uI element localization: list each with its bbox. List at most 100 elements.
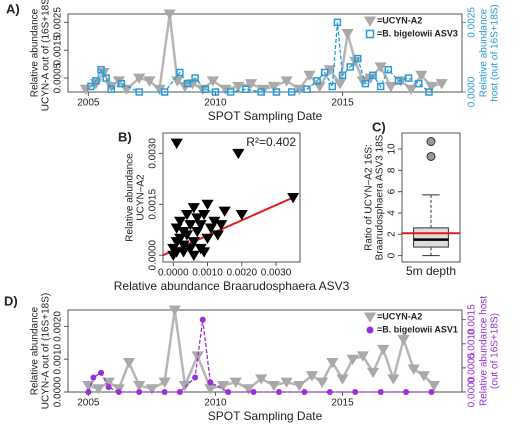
data-point	[170, 138, 183, 149]
data-point	[346, 354, 359, 365]
y-tick-label: 0	[387, 252, 398, 258]
y-tick-label: 4	[387, 210, 398, 216]
y2-axis-label: host (out of 16S+18S)	[490, 4, 501, 102]
data-point	[405, 84, 418, 95]
data-point	[102, 74, 110, 82]
y2-tick-label: 0.0000	[467, 76, 478, 107]
data-point	[168, 305, 181, 316]
data-point	[255, 374, 268, 385]
data-point	[87, 82, 95, 91]
data-point	[352, 389, 359, 395]
y-tick-label: 2	[387, 231, 398, 237]
y-axis-label: UCYN–A2	[136, 174, 147, 221]
data-point	[287, 88, 296, 96]
x-axis-label: Relative abundance Braarudosphaera ASV3	[114, 279, 350, 293]
data-point	[267, 81, 280, 93]
y-tick-label: 0.0015	[148, 189, 159, 220]
data-point	[187, 250, 200, 261]
data-point	[206, 76, 219, 87]
data-point	[180, 209, 194, 221]
y-axis-label: Relative abundance	[30, 8, 41, 97]
x-tick-label: 2015	[331, 98, 354, 109]
legend-marker	[363, 16, 377, 27]
box	[413, 227, 449, 248]
x-tick-label: 2015	[331, 398, 354, 409]
data-point	[346, 63, 354, 71]
data-point	[85, 389, 92, 395]
data-point	[192, 374, 199, 381]
data-point	[333, 18, 342, 27]
data-point	[316, 377, 329, 388]
data-point	[178, 380, 192, 392]
y-axis-label: UCYN-A out of (16S+18S)	[41, 293, 52, 409]
legend-marker	[363, 312, 377, 323]
data-point	[328, 82, 337, 91]
data-point	[105, 384, 112, 391]
legend-label: =UCYN-A2	[377, 311, 422, 321]
data-point	[272, 88, 281, 96]
x-tick-label: 2005	[77, 398, 100, 409]
data-point	[387, 374, 400, 385]
data-point	[226, 88, 235, 96]
data-point	[320, 68, 329, 77]
data-point	[216, 380, 230, 392]
data-point	[136, 389, 143, 395]
data-point	[201, 85, 210, 93]
y-tick-label: 0.0005	[53, 62, 64, 93]
data-point	[341, 29, 354, 40]
data-point	[184, 220, 197, 231]
panel-label: C)	[372, 119, 386, 134]
data-point	[218, 206, 231, 217]
legend-label: =UCYN-A2	[377, 15, 422, 25]
data-point	[183, 79, 192, 88]
y2-axis-label: (out of 16S+18S)	[490, 313, 501, 389]
legend-label: =B. bigelowii ASV1	[377, 324, 458, 334]
y-tick-label: 0.0010	[53, 343, 64, 374]
data-point	[211, 230, 224, 241]
data-point	[425, 81, 438, 93]
data-point	[207, 379, 214, 386]
legend-marker	[365, 29, 375, 39]
y-tick-label: 0.0000	[53, 376, 64, 407]
data-point	[326, 389, 333, 395]
data-point	[403, 389, 410, 395]
data-point	[336, 374, 349, 385]
data-point	[384, 65, 393, 74]
data-point	[275, 389, 282, 395]
data-point	[425, 88, 433, 96]
y-axis-label: Braarudosphaera ASV3 18S	[375, 134, 386, 260]
data-point	[333, 79, 347, 90]
data-point	[143, 76, 156, 87]
x-tick-label: 0.0010	[192, 268, 223, 279]
data-point	[354, 54, 362, 63]
y-axis-label: Relative abundance	[30, 306, 41, 395]
data-point	[194, 220, 207, 231]
y2-tick-label: 0.0010	[467, 328, 478, 359]
data-point	[215, 220, 228, 231]
x-tick-label: 2010	[204, 398, 227, 409]
x-tick-label: 2010	[204, 98, 227, 109]
y-axis-label: Relative abundance	[125, 153, 136, 242]
data-point	[232, 148, 245, 160]
plot-frame	[401, 132, 461, 263]
data-point	[201, 199, 214, 211]
data-point	[257, 88, 265, 96]
data-point	[303, 70, 316, 82]
data-point	[107, 85, 115, 93]
data-point	[191, 226, 204, 238]
data-point	[293, 380, 306, 392]
data-point	[158, 377, 171, 388]
data-point	[161, 389, 168, 395]
series-line	[90, 22, 430, 93]
data-point	[366, 367, 380, 379]
data-point	[198, 247, 211, 258]
data-point	[303, 85, 311, 93]
data-point	[244, 79, 258, 90]
x-tick-label: 2005	[77, 98, 100, 109]
data-point	[102, 377, 115, 388]
data-point	[90, 374, 97, 381]
data-point	[435, 79, 448, 90]
data-point	[428, 389, 435, 395]
x-tick-label: 0.0030	[261, 268, 292, 279]
